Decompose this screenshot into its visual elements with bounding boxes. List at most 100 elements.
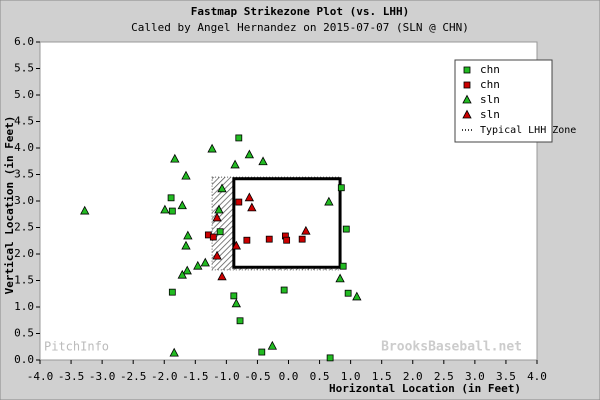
marker-square <box>168 288 176 296</box>
marker-square <box>337 184 345 192</box>
x-tick-label: 3.5 <box>496 370 516 383</box>
marker-square <box>209 233 217 241</box>
legend-label: Typical LHH Zone <box>480 125 576 136</box>
legend-items: chn chn sln sln Typical LHH Zone <box>462 63 576 136</box>
marker-square <box>298 235 306 243</box>
marker-square <box>243 236 251 244</box>
x-tick-label: -0.5 <box>244 370 271 383</box>
marker-square <box>258 348 266 356</box>
marker-triangle <box>244 149 255 159</box>
marker-triangle <box>177 269 187 279</box>
marker-square <box>230 292 238 300</box>
chart-title: Fastmap Strikezone Plot (vs. LHH) <box>191 5 410 18</box>
x-axis-label: Horizontal Location (in Feet) <box>329 382 521 395</box>
marker-square <box>216 228 224 236</box>
x-tick-label: 4.0 <box>527 370 547 383</box>
marker-triangle <box>212 250 222 260</box>
marker-square <box>265 235 273 243</box>
x-tick-label: 2.0 <box>403 370 423 383</box>
x-tick-label: -4.0 <box>27 370 54 383</box>
marker-triangle <box>181 240 191 250</box>
marker-square <box>344 289 352 297</box>
marker-triangle <box>231 240 241 250</box>
y-tick-label: 0.5 <box>14 327 34 340</box>
marker-square <box>283 236 291 244</box>
marker-square <box>235 198 243 206</box>
y-tick-label: 4.5 <box>14 115 34 128</box>
marker-triangle <box>244 192 255 202</box>
marker-triangle <box>247 202 257 212</box>
x-tick-label: 1.5 <box>372 370 392 383</box>
y-tick-label: 6.0 <box>14 35 34 48</box>
marker-square <box>168 207 176 215</box>
marker-triangle <box>182 265 192 275</box>
marker-triangle <box>217 183 227 193</box>
marker-square <box>326 354 334 362</box>
watermark: PitchInfo <box>44 340 109 354</box>
marker-triangle <box>214 204 224 214</box>
marker-triangle <box>462 109 472 119</box>
x-tick-label: -2.5 <box>120 370 147 383</box>
marker-square <box>342 225 350 233</box>
marker-triangle <box>193 260 203 270</box>
y-tick-label: 3.0 <box>14 194 34 207</box>
marker-triangle <box>181 170 191 180</box>
x-tick-label: 0.5 <box>310 370 330 383</box>
y-tick-label: 1.5 <box>14 274 34 287</box>
legend-label: chn <box>480 78 500 91</box>
y-tick-label: 5.5 <box>14 62 34 75</box>
marker-triangle <box>183 230 193 240</box>
marker-square <box>235 134 243 142</box>
plot <box>36 41 538 364</box>
legend-label: chn <box>480 63 500 76</box>
x-tick-label: 3.0 <box>465 370 485 383</box>
marker-triangle <box>258 156 268 166</box>
called-zone <box>232 177 342 269</box>
y-tick-label: 4.0 <box>14 141 34 154</box>
chart-subtitle: Called by Angel Hernandez on 2015-07-07 … <box>131 21 469 34</box>
marker-triangle <box>207 143 217 153</box>
legend <box>454 59 553 143</box>
x-tick-label: -3.5 <box>58 370 85 383</box>
marker-triangle <box>352 291 362 301</box>
marker-square <box>280 286 288 294</box>
marker-square <box>167 194 175 202</box>
legend-label: sln <box>480 93 500 106</box>
marker-square <box>236 317 244 325</box>
x-tick-label: -1.0 <box>213 370 240 383</box>
marker-triangle <box>160 204 170 214</box>
marker-triangle <box>170 153 180 163</box>
marker-triangle <box>200 257 210 267</box>
watermark: BrooksBaseball.net <box>381 340 522 355</box>
x-tick-label: -1.5 <box>182 370 209 383</box>
y-tick-label: 2.5 <box>14 221 34 234</box>
marker-triangle <box>217 271 227 281</box>
marker-triangle <box>324 196 334 206</box>
marker-square <box>463 81 471 89</box>
marker-triangle <box>230 159 240 169</box>
y-tick-label: 3.5 <box>14 168 34 181</box>
marker-square <box>339 262 347 270</box>
x-tick-label: 1.0 <box>341 370 361 383</box>
marker-triangle <box>231 298 241 308</box>
marker-triangle <box>177 200 187 210</box>
marker-triangle <box>462 94 472 104</box>
marker-triangle <box>169 347 179 357</box>
x-tick-label: 0.0 <box>279 370 299 383</box>
x-tick-label: -3.0 <box>89 370 116 383</box>
y-axis-label: Vertical Location (in Feet) <box>3 116 16 295</box>
y-tick-label: 0.0 <box>14 353 34 366</box>
y-tick-label: 1.0 <box>14 300 34 313</box>
x-tick-label: 2.5 <box>434 370 454 383</box>
legend-label: sln <box>480 108 500 121</box>
y-tick-label: 5.0 <box>14 88 34 101</box>
marker-triangle <box>301 225 311 235</box>
marker-square <box>463 66 471 74</box>
x-tick-label: -2.0 <box>151 370 178 383</box>
marker-triangle <box>212 212 222 222</box>
y-tick-label: 2.0 <box>14 247 34 260</box>
marker-triangle <box>80 205 90 215</box>
marker-triangle <box>335 273 345 283</box>
marker-triangle <box>267 340 278 350</box>
